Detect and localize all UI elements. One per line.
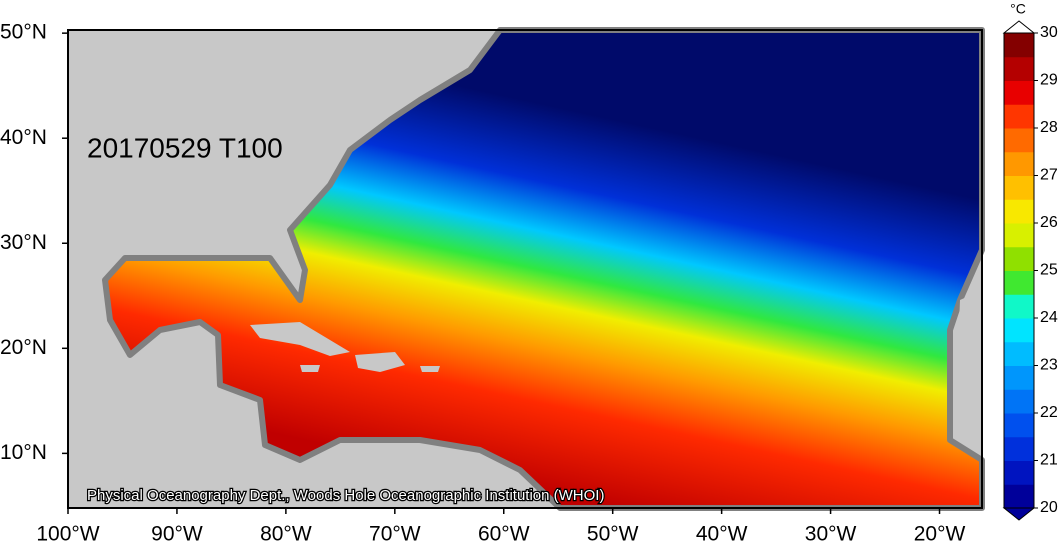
colorbar-band — [1004, 246, 1034, 271]
lon-tick-label: 40°W — [696, 523, 748, 546]
lon-tick-label: 30°W — [805, 523, 857, 546]
colorbar-band — [1004, 484, 1034, 509]
colorbar-band — [1004, 436, 1034, 461]
colorbar-tick-label: 26 — [1040, 214, 1058, 231]
colorbar-tick-label: 24 — [1040, 309, 1058, 326]
colorbar-tick-label: 23 — [1040, 357, 1058, 374]
lat-tick-label: 50°N — [0, 21, 47, 44]
colorbar-band — [1004, 80, 1034, 105]
colorbar-band — [1004, 56, 1034, 81]
colorbar-tick-label: 22 — [1040, 404, 1058, 421]
colorbar-band — [1004, 128, 1034, 153]
colorbar-band — [1004, 460, 1034, 485]
island — [355, 352, 405, 372]
colorbar-band — [1004, 223, 1034, 248]
colorbar-band — [1004, 199, 1034, 224]
lat-tick-label: 40°N — [0, 126, 47, 149]
colorbar-band — [1004, 175, 1034, 200]
colorbar-band — [1004, 151, 1034, 176]
colorbar-tick-label: 25 — [1040, 262, 1058, 279]
island — [300, 365, 320, 372]
lon-tick-label: 70°W — [369, 523, 421, 546]
lon-tick-label: 20°W — [914, 523, 966, 546]
map — [68, 27, 985, 511]
colorbar-tick-label: 20 — [1040, 499, 1058, 516]
colorbar-tick-label: 27 — [1040, 167, 1058, 184]
colorbar-band — [1004, 413, 1034, 438]
colorbar-tick-label: 30 — [1040, 24, 1058, 41]
credit: Physical Oceanography Dept., Woods Hole … — [87, 487, 604, 504]
colorbar-band — [1004, 341, 1034, 366]
colorbar-band — [1004, 389, 1034, 414]
colorbar-band — [1004, 33, 1034, 58]
colorbar-band — [1004, 365, 1034, 390]
island — [420, 366, 440, 372]
lon-tick-label: 90°W — [151, 523, 203, 546]
colorbar-unit: °C — [1010, 1, 1026, 17]
lat-tick-label: 20°N — [0, 336, 47, 359]
colorbar-tick-label: 29 — [1040, 72, 1058, 89]
map-frame — [67, 29, 983, 509]
lat-tick-label: 10°N — [0, 441, 47, 464]
colorbar-band — [1004, 104, 1034, 129]
colorbar-band — [1004, 318, 1034, 343]
island — [955, 290, 982, 440]
ocean — [102, 27, 985, 511]
lon-tick-label: 80°W — [260, 523, 312, 546]
colorbar-band — [1004, 270, 1034, 295]
colorbar-tick-label: 28 — [1040, 119, 1058, 136]
lon-tick-label: 50°W — [587, 523, 639, 546]
colorbar-band — [1004, 294, 1034, 319]
map-label: 20170529 T100 — [87, 132, 283, 163]
colorbar-tick-label: 21 — [1040, 452, 1058, 469]
lon-tick-label: 60°W — [478, 523, 530, 546]
island — [250, 322, 350, 356]
lon-tick-label: 100°W — [36, 523, 99, 546]
colorbar-extend — [1002, 20, 1036, 34]
colorbar-extend — [1002, 507, 1036, 521]
lat-tick-label: 30°N — [0, 231, 47, 254]
